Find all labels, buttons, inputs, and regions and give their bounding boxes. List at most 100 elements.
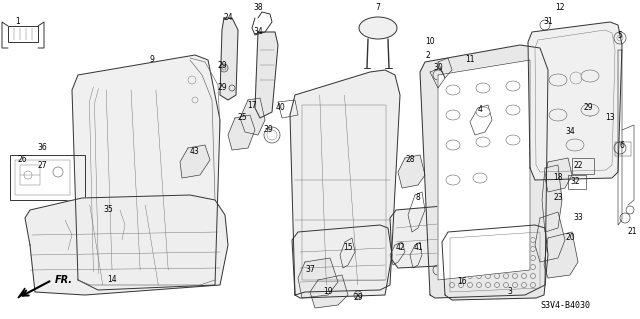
Polygon shape xyxy=(390,205,465,268)
Text: 29: 29 xyxy=(217,84,227,93)
Text: 8: 8 xyxy=(415,194,420,203)
Bar xyxy=(615,142,631,156)
Ellipse shape xyxy=(506,135,520,145)
Text: 14: 14 xyxy=(107,276,117,285)
Text: 7: 7 xyxy=(376,4,380,12)
Text: 36: 36 xyxy=(37,144,47,152)
Circle shape xyxy=(447,204,459,216)
Text: 39: 39 xyxy=(263,125,273,135)
Polygon shape xyxy=(220,18,238,100)
Bar xyxy=(568,175,586,189)
Text: S3V4-B4030: S3V4-B4030 xyxy=(540,300,590,309)
Text: 17: 17 xyxy=(247,100,257,109)
Ellipse shape xyxy=(446,175,460,185)
Text: 26: 26 xyxy=(17,155,27,165)
Text: 35: 35 xyxy=(103,205,113,214)
Polygon shape xyxy=(438,60,530,280)
Ellipse shape xyxy=(581,104,599,116)
Ellipse shape xyxy=(446,110,460,120)
Polygon shape xyxy=(420,45,548,298)
Ellipse shape xyxy=(446,140,460,150)
Text: 15: 15 xyxy=(343,243,353,253)
Polygon shape xyxy=(255,32,278,118)
Text: 25: 25 xyxy=(237,114,247,122)
Bar xyxy=(15,160,70,195)
Text: 6: 6 xyxy=(620,140,625,150)
Text: 43: 43 xyxy=(190,147,200,157)
Text: 9: 9 xyxy=(150,56,154,64)
Text: 1: 1 xyxy=(15,18,20,26)
Bar xyxy=(572,158,594,174)
Text: 2: 2 xyxy=(426,50,430,60)
Text: 28: 28 xyxy=(405,155,415,165)
Text: 18: 18 xyxy=(553,174,563,182)
Polygon shape xyxy=(544,232,578,278)
Circle shape xyxy=(442,234,454,246)
Circle shape xyxy=(466,232,478,244)
Polygon shape xyxy=(25,195,228,295)
Bar xyxy=(10,155,85,200)
Ellipse shape xyxy=(549,74,567,86)
Text: 33: 33 xyxy=(573,213,583,222)
Polygon shape xyxy=(240,98,265,135)
Text: 29: 29 xyxy=(353,293,363,302)
Text: 41: 41 xyxy=(413,243,423,253)
Circle shape xyxy=(477,202,489,214)
Bar xyxy=(8,26,38,42)
Ellipse shape xyxy=(446,85,460,95)
Ellipse shape xyxy=(473,173,487,183)
Polygon shape xyxy=(290,70,400,295)
Text: 42: 42 xyxy=(395,243,405,253)
Text: 10: 10 xyxy=(425,38,435,47)
Ellipse shape xyxy=(506,105,520,115)
Polygon shape xyxy=(442,225,548,300)
Polygon shape xyxy=(298,258,338,298)
Text: 30: 30 xyxy=(433,63,443,72)
Polygon shape xyxy=(18,288,25,298)
Ellipse shape xyxy=(476,107,490,117)
Text: 22: 22 xyxy=(573,160,583,169)
Text: 3: 3 xyxy=(508,287,513,296)
Text: 27: 27 xyxy=(37,160,47,169)
Text: 29: 29 xyxy=(217,61,227,70)
Text: 38: 38 xyxy=(253,4,263,12)
Text: 31: 31 xyxy=(543,18,553,26)
Text: 5: 5 xyxy=(618,31,623,40)
Ellipse shape xyxy=(549,109,567,121)
Text: 20: 20 xyxy=(565,234,575,242)
Polygon shape xyxy=(545,158,572,192)
Text: 40: 40 xyxy=(275,103,285,113)
Text: 32: 32 xyxy=(570,177,580,187)
Polygon shape xyxy=(398,155,425,188)
Polygon shape xyxy=(228,115,255,150)
Circle shape xyxy=(492,230,504,242)
Polygon shape xyxy=(292,225,392,298)
Text: 11: 11 xyxy=(465,56,475,64)
Ellipse shape xyxy=(506,81,520,91)
Text: 37: 37 xyxy=(305,265,315,275)
Text: 4: 4 xyxy=(477,106,483,115)
Polygon shape xyxy=(72,55,220,290)
Ellipse shape xyxy=(581,70,599,82)
Text: 23: 23 xyxy=(553,194,563,203)
Text: 21: 21 xyxy=(627,227,637,236)
Bar xyxy=(20,165,40,185)
Ellipse shape xyxy=(566,139,584,151)
Text: 34: 34 xyxy=(253,27,263,36)
Polygon shape xyxy=(542,165,562,232)
Polygon shape xyxy=(180,145,210,178)
Text: 12: 12 xyxy=(556,4,564,12)
Ellipse shape xyxy=(476,83,490,93)
Polygon shape xyxy=(535,212,565,262)
Text: 19: 19 xyxy=(323,287,333,296)
Polygon shape xyxy=(528,22,622,180)
Polygon shape xyxy=(310,275,348,308)
Text: 29: 29 xyxy=(583,103,593,113)
Text: FR.: FR. xyxy=(55,275,73,285)
Text: 13: 13 xyxy=(605,114,615,122)
Text: 24: 24 xyxy=(223,13,233,23)
Text: 34: 34 xyxy=(565,128,575,137)
Ellipse shape xyxy=(476,137,490,147)
Ellipse shape xyxy=(359,17,397,39)
Text: 16: 16 xyxy=(457,278,467,286)
